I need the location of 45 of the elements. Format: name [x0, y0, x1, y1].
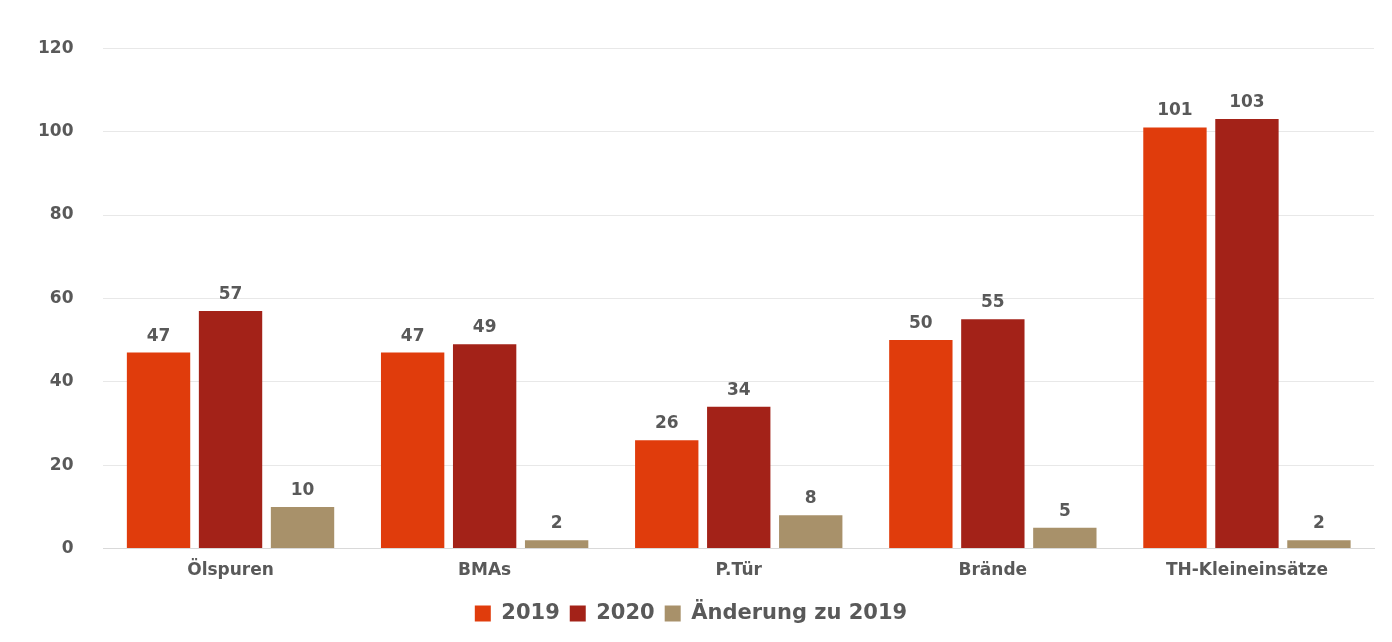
- bar: [524, 540, 589, 549]
- data-label: 49: [472, 316, 497, 337]
- data-label: 50: [909, 312, 933, 333]
- legend-label: Änderung zu 2019: [691, 598, 908, 624]
- bar: [1287, 540, 1351, 549]
- data-label: 5: [1058, 499, 1071, 520]
- bar: [380, 352, 445, 549]
- legend-label: 2019: [501, 599, 560, 624]
- bar: [1033, 527, 1097, 549]
- data-label: 2: [1313, 512, 1325, 533]
- data-label: 101: [1157, 99, 1193, 120]
- bar: [1215, 119, 1279, 549]
- x-tick-label: Ölspuren: [187, 558, 274, 580]
- data-label: 47: [146, 324, 171, 345]
- y-tick-label: 40: [49, 370, 74, 391]
- data-label: 2: [550, 512, 563, 533]
- data-label: 34: [726, 378, 751, 399]
- bar: [126, 352, 191, 549]
- bar: [707, 406, 771, 549]
- data-label: 57: [218, 282, 243, 303]
- data-label: 8: [804, 487, 817, 508]
- bar: [779, 515, 843, 549]
- data-label: 55: [981, 291, 1005, 312]
- x-tick-label: BMAs: [458, 559, 512, 580]
- bar: [1143, 127, 1207, 549]
- x-tick-label: TH-Kleineinsätze: [1165, 559, 1328, 580]
- x-tick-label: Brände: [958, 559, 1028, 580]
- y-tick-label: 80: [49, 203, 74, 224]
- data-label: 10: [290, 478, 315, 499]
- bar: [198, 310, 263, 549]
- data-label: 26: [654, 412, 679, 433]
- y-tick-label: 60: [49, 286, 74, 307]
- bar: [961, 319, 1025, 549]
- y-tick-label: 100: [37, 120, 74, 141]
- bar: [889, 340, 953, 549]
- data-label: 47: [400, 324, 425, 345]
- bar: [270, 506, 335, 549]
- bar: [635, 440, 699, 549]
- y-tick-label: 0: [61, 537, 74, 558]
- bar: [452, 344, 517, 549]
- y-tick-label: 20: [49, 453, 74, 474]
- y-tick-label: 120: [37, 36, 74, 57]
- x-tick-label: P.Tür: [715, 559, 763, 580]
- data-label: 103: [1229, 91, 1265, 112]
- legend-label: 2020: [596, 599, 655, 624]
